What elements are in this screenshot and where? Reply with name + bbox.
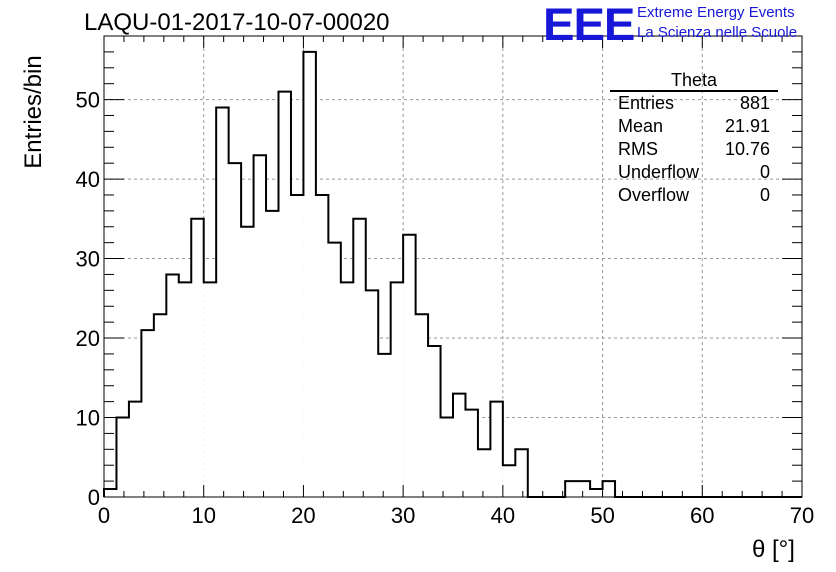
histogram-bin [203,282,217,497]
histogram-bin [477,449,491,497]
histogram-bin [428,345,441,497]
histogram-bin [390,282,404,497]
plot-frame [103,35,803,498]
histogram-bin [453,393,466,497]
histogram-bin [328,242,341,497]
histogram-bin [353,218,366,497]
histogram-bin [415,314,429,497]
x-tick-label: 10 [191,503,215,528]
histogram-bin [502,465,516,497]
stats-box: Theta Entries 881 Mean 21.91 RMS 10.76 Unde… [610,70,778,207]
histogram-bin [403,234,416,497]
x-tick-label: 70 [790,503,814,528]
histogram-bin [278,91,291,497]
stats-value: 881 [739,93,770,113]
histogram-bin [365,290,379,497]
histogram-bin [266,210,279,498]
axes [103,35,803,498]
histogram-bin [515,449,528,497]
histogram-bin [253,155,267,498]
histogram-series [103,50,802,498]
histogram-bin [290,194,304,497]
stats-row: Entries 881 [610,92,778,115]
stats-row: Mean 21.91 [610,115,778,138]
histogram-bin [104,489,117,497]
y-tick-label: 50 [76,88,100,113]
y-tick-label: 20 [76,326,100,351]
logo-line-2: La Scienza nelle Scuole [637,24,798,41]
y-axis-label: Entries/bin [20,55,47,169]
x-tick-label: 60 [690,503,714,528]
y-tick-label: 10 [76,406,100,431]
histogram-bin [241,226,254,498]
histogram-bin [116,417,129,497]
eee-logo: EEE [543,0,635,50]
histogram-outline [103,50,802,498]
histogram-bin [216,107,229,497]
histogram-bin [178,282,192,497]
stats-value: 0 [759,185,770,205]
stats-value: 10.76 [724,139,770,159]
stats-label: Mean [618,116,664,136]
stats-label: Underflow [618,162,700,182]
histogram-bin [490,401,503,497]
histogram-bin [166,274,179,497]
histogram-bin [465,409,478,497]
x-tick-label: 0 [98,503,110,528]
histogram-bin [602,481,616,497]
histogram-bin [153,314,167,497]
histogram-bin [141,330,154,497]
stats-label: Entries [618,93,675,113]
x-tick-label: 30 [391,503,415,528]
histogram-bin [590,489,603,497]
histogram-bin [191,218,204,497]
histogram-bin [440,417,453,497]
stats-value: 21.91 [724,116,770,136]
histogram-bin [565,481,578,497]
tick-labels: 0 10 20 30 40 50 60 70 0 10 20 30 40 50 [76,88,815,528]
y-tick-label: 40 [76,167,100,192]
chart-title: LAQU-01-2017-10-07-00020 [84,9,390,36]
histogram-bin [128,401,142,497]
x-axis-label: θ [°] [752,536,795,563]
y-tick-label: 30 [76,247,100,272]
stats-value: 0 [759,162,770,182]
histogram-bin [378,353,391,497]
histogram-bin [303,51,316,498]
histogram-bin [577,481,591,497]
stats-row: RMS 10.76 [610,138,778,161]
stats-label: Overflow [618,185,690,205]
stats-label: RMS [618,139,658,159]
stats-row: Underflow 0 [610,161,778,184]
x-tick-label: 50 [590,503,614,528]
stats-title: Theta [610,70,778,92]
logo-line-1: Extreme Energy Events [637,4,795,21]
histogram-bin [228,163,242,497]
x-tick-label: 40 [491,503,515,528]
y-tick-label: 0 [88,485,100,510]
histogram-bin [315,194,329,497]
x-tick-label: 20 [291,503,315,528]
histogram-bin [340,282,354,497]
stats-row: Overflow 0 [610,184,778,207]
